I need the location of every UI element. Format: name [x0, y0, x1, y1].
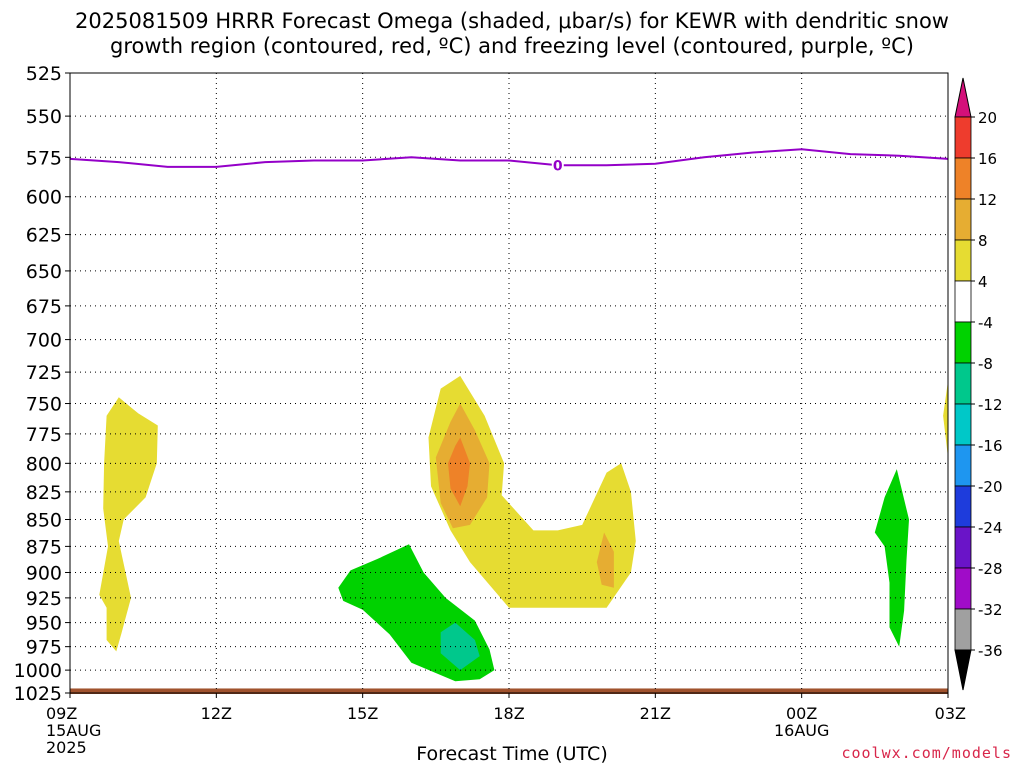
- ground-layer: [70, 688, 948, 694]
- y-tick-label: 825: [26, 482, 62, 504]
- colorbar-swatch: [954, 321, 972, 364]
- colorbar-label: -36: [978, 642, 1003, 660]
- freezing-level-line: [69, 148, 949, 168]
- omega-region-4: [596, 532, 614, 588]
- x-tick-label: 15Z: [347, 704, 378, 723]
- y-tick-label: 525: [26, 63, 62, 85]
- colorbar-bottom-arrow: [954, 649, 972, 691]
- colorbar-swatch: [954, 116, 972, 159]
- x-tick-label: 09Z: [46, 704, 77, 723]
- colorbar: 20 16 12 8 4 -4 -8 -12 -16 -20 -24 -28 -32 -36: [954, 77, 1003, 691]
- y-tick-label: 700: [26, 330, 62, 352]
- omega-region-8: [943, 381, 948, 458]
- chart-title-line-1: 2025081509 HRRR Forecast Omega (shaded, …: [75, 9, 949, 33]
- x-tick-label: 12Z: [201, 704, 232, 723]
- chart-title-line-2: growth region (contoured, red, ºC) and f…: [110, 34, 914, 58]
- colorbar-swatch: [954, 526, 972, 569]
- x-tick-sublabel: 16AUG: [774, 721, 829, 740]
- colorbar-swatch: [954, 403, 972, 446]
- y-tick-label: 975: [26, 637, 62, 659]
- colorbar-swatch: [954, 239, 972, 282]
- colorbar-label: 20: [978, 109, 997, 127]
- y-tick-label: 1025: [14, 683, 62, 705]
- colorbar-swatch: [954, 485, 972, 528]
- freezing-level-layer: 0: [69, 148, 949, 174]
- colorbar-swatch: [954, 567, 972, 610]
- colorbar-label: -24: [978, 519, 1003, 537]
- freezing-level-label: 0: [553, 158, 563, 174]
- colorbar-top-arrow: [954, 77, 972, 118]
- y-tick-label: 800: [26, 453, 62, 475]
- colorbar-label: 16: [978, 150, 997, 168]
- site-credit: coolwx.com/models: [841, 744, 1012, 762]
- x-tick-label: 21Z: [640, 704, 671, 723]
- y-tick-label: 575: [26, 147, 62, 169]
- colorbar-label: -32: [978, 601, 1003, 619]
- colorbar-swatch: [954, 444, 972, 487]
- omega-region-0: [99, 397, 158, 652]
- colorbar-swatch: [954, 608, 972, 651]
- y-tick-label: 875: [26, 536, 62, 558]
- colorbar-label: -16: [978, 437, 1003, 455]
- x-tick-label: 03Z: [935, 704, 966, 723]
- y-tick-label: 550: [26, 106, 62, 128]
- colorbar-label: -20: [978, 478, 1003, 496]
- y-tick-label: 675: [26, 296, 62, 318]
- colorbar-swatch: [954, 362, 972, 405]
- colorbar-label: -4: [978, 314, 993, 332]
- y-tick-label: 650: [26, 261, 62, 283]
- y-tick-label: 775: [26, 424, 62, 446]
- y-tick-label: 900: [26, 562, 62, 584]
- pressure-axis: 525 550 575 600 625 650 675 700 725 750 775 800 825 8…: [14, 63, 70, 705]
- colorbar-swatch: [954, 157, 972, 200]
- colorbar-label: 12: [978, 191, 997, 209]
- colorbar-label: 4: [978, 273, 988, 291]
- x-tick-sublabel: 2025: [46, 738, 87, 757]
- colorbar-swatch: [954, 198, 972, 241]
- colorbar-label: 8: [978, 232, 988, 250]
- y-tick-label: 925: [26, 588, 62, 610]
- y-tick-label: 600: [26, 187, 62, 209]
- colorbar-label: -12: [978, 396, 1003, 414]
- y-tick-label: 625: [26, 225, 62, 247]
- freezing-label-bg: [551, 157, 564, 174]
- x-axis-title: Forecast Time (UTC): [416, 743, 608, 765]
- y-tick-label: 725: [26, 362, 62, 384]
- colorbar-label: -8: [978, 355, 993, 373]
- colorbar-swatch: [954, 280, 972, 323]
- omega-region-3: [448, 437, 470, 507]
- omega-shading-layer: [99, 375, 948, 682]
- omega-region-7: [874, 469, 909, 647]
- colorbar-label: -28: [978, 560, 1003, 578]
- x-tick-label: 00Z: [786, 704, 817, 723]
- x-tick-sublabel: 15AUG: [46, 721, 101, 740]
- x-tick-label: 18Z: [493, 704, 524, 723]
- y-tick-label: 1000: [14, 660, 62, 682]
- y-tick-label: 850: [26, 510, 62, 532]
- y-tick-label: 950: [26, 613, 62, 635]
- ground-band: [70, 688, 948, 694]
- y-tick-label: 750: [26, 394, 62, 416]
